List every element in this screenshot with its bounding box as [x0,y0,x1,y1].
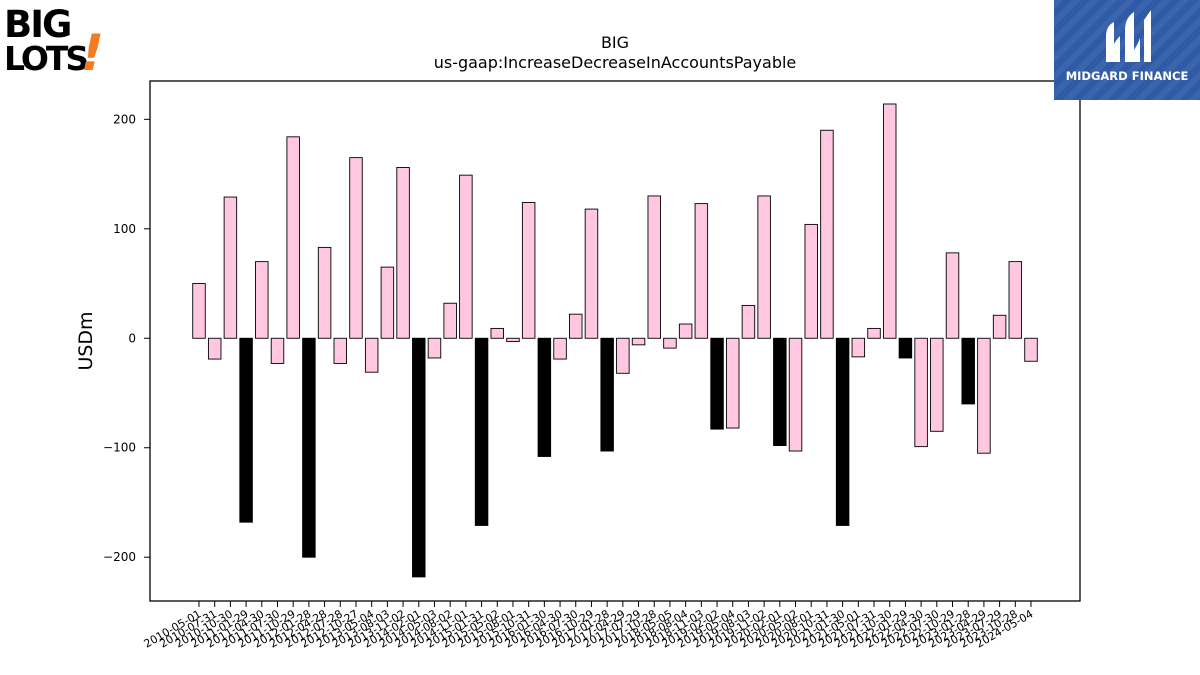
y-tick-label: 100 [113,222,136,236]
bar-2014-05-03 [427,337,442,359]
bar-2018-08-04 [678,323,693,339]
plot-frame [149,80,1081,602]
bar-2017-01-28 [600,337,614,452]
midgard-finance-logo: MIDGARD FINANCE [1054,0,1200,100]
bar-2016-10-29 [584,208,599,339]
bar-2016-07-30 [569,313,583,339]
bar-2023-10-28 [1008,261,1023,339]
bar-2014-11-01 [459,174,473,339]
bar-2022-04-30 [914,337,928,448]
bar-2020-05-02 [788,337,803,452]
chart-title: BIG [601,33,629,52]
bar-2015-08-01 [506,337,520,342]
bar-2015-10-31 [521,202,536,339]
y-axis-label: USDm [75,311,97,370]
bar-2013-11-02 [396,167,410,339]
bar-2012-10-27 [349,157,363,339]
bar-2011-04-30 [255,261,269,339]
y-tick-label: −100 [103,441,136,455]
bar-2023-01-28 [961,337,975,405]
bar-2022-10-29 [945,252,960,339]
bar-2024-05-04 [1024,337,1038,362]
x-axis: 2010-05-012010-07-312010-10-302011-01-29… [142,601,1036,651]
bar-2017-10-28 [647,195,661,339]
bar-2021-05-01 [851,337,866,358]
bar-2019-02-02 [710,337,724,430]
bar-2021-07-31 [867,327,881,339]
bar-2022-07-30 [930,337,944,432]
bar-2014-08-02 [443,302,457,339]
bar-2016-04-30 [553,337,567,360]
bar-2020-10-31 [820,129,834,339]
bar-2014-02-01 [412,337,426,578]
bar-2011-07-30 [270,337,285,364]
bar-2017-04-29 [616,337,630,374]
logo-lots-text: LOTS [4,39,87,76]
bar-2010-07-31 [207,337,222,360]
bar-2018-11-03 [694,203,709,339]
logo-big-text: BIG [4,4,70,46]
bar-2012-04-28 [317,246,332,339]
bar-2013-08-03 [380,266,395,339]
bar-2016-01-30 [537,337,552,457]
y-axis: −200 −100 0 100 200 [103,112,150,564]
bar-2021-10-30 [882,103,897,339]
midgard-m-icon [1106,10,1151,62]
bar-2015-05-02 [490,327,504,339]
bar-2021-01-30 [835,337,850,526]
bar-2023-07-29 [992,314,1007,339]
y-tick-label: 200 [113,112,136,126]
bar-2012-07-28 [333,337,348,364]
bar-2017-07-29 [631,337,646,346]
bar-2015-01-31 [474,337,489,526]
y-tick-label: 0 [128,331,136,345]
bar-2020-08-01 [804,223,818,339]
y-tick-label: −200 [103,550,136,564]
bar-2019-08-03 [741,304,756,339]
bar-2010-10-30 [223,196,238,339]
chart-subtitle: us-gaap:IncreaseDecreaseInAccountsPayabl… [434,53,797,72]
bar-2011-01-29 [239,337,253,523]
bar-2018-05-05 [663,337,677,349]
bar-2012-01-28 [302,337,316,558]
bar-2010-05-01 [192,283,206,339]
bar-2019-11-02 [757,195,771,339]
bar-2013-05-04 [364,337,379,373]
bar-2022-01-29 [898,337,913,359]
bar-2019-05-04 [726,337,740,429]
midgard-finance-text: MIDGARD FINANCE [1065,69,1189,83]
bar-2023-04-29 [977,337,991,454]
bar-2011-10-29 [286,136,300,339]
bar-2020-02-01 [773,337,787,446]
big-lots-logo: BIG LOTS ! [4,3,110,82]
bars-layer [192,103,1038,578]
